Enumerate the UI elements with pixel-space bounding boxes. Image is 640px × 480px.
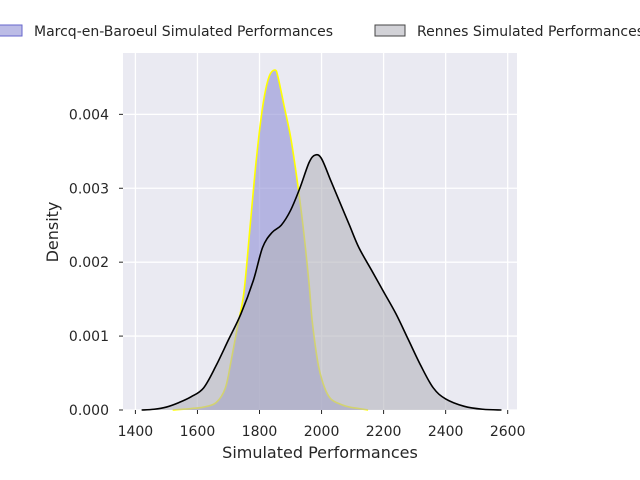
legend-swatch-0 [0,24,23,37]
series-1-area [141,154,502,410]
legend: Marcq-en-Baroeul Simulated Performances R… [0,24,640,40]
x-axis-label: Simulated Performances [222,443,418,462]
x-tick-label-5: 2400 [428,424,464,440]
x-tick-label-6: 2600 [490,424,526,440]
x-tick-label-3: 2000 [304,424,340,440]
y-tick-label-2: 0.002 [69,255,109,271]
legend-label-0: Marcq-en-Baroeul Simulated Performances [34,24,333,40]
y-tick-label-3: 0.003 [69,181,109,197]
density-areas [141,69,502,411]
x-tick-label-0: 1400 [118,424,154,440]
series-1-line [141,153,502,411]
y-tick-label-4: 0.004 [69,107,109,123]
y-axis-ticks: 0.000 0.001 0.002 0.003 0.004 [69,107,123,419]
y-tick-label-0: 0.000 [69,403,109,419]
legend-swatch-1 [374,24,406,37]
y-tick-label-1: 0.001 [69,329,109,345]
y-axis-label: Density [43,202,62,263]
legend-label-1: Rennes Simulated Performances [417,24,640,40]
x-axis-ticks: 1400 1600 1800 2000 2200 2400 2600 [118,410,526,440]
x-tick-label-2: 1800 [242,424,278,440]
x-tick-label-4: 2200 [366,424,402,440]
x-tick-label-1: 1600 [180,424,216,440]
